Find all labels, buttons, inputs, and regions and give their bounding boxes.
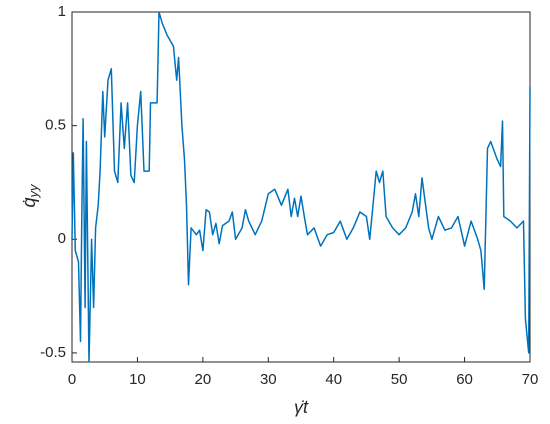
x-tick-label: 40	[325, 371, 342, 388]
x-tick-label: 50	[391, 371, 408, 388]
x-tick-label: 10	[129, 371, 146, 388]
x-axis-label: γ̇t	[294, 397, 309, 417]
y-tick-label: -0.5	[40, 344, 66, 361]
y-tick-label: 0.5	[45, 117, 66, 134]
y-label-sub: yy	[26, 183, 41, 199]
y-tick-label: 1	[58, 3, 66, 20]
x-tick-label: 30	[260, 371, 277, 388]
x-tick-label: 70	[522, 371, 539, 388]
y-tick-label: 0	[58, 230, 66, 247]
x-tick-label: 60	[456, 371, 473, 388]
data-line	[71, 11, 531, 363]
x-tick-label: 0	[68, 371, 76, 388]
plot-frame	[71, 11, 531, 363]
y-axis-label: q̇yy	[19, 183, 42, 208]
x-tick-label: 20	[195, 371, 212, 388]
y-label-main: q̇	[19, 197, 39, 207]
